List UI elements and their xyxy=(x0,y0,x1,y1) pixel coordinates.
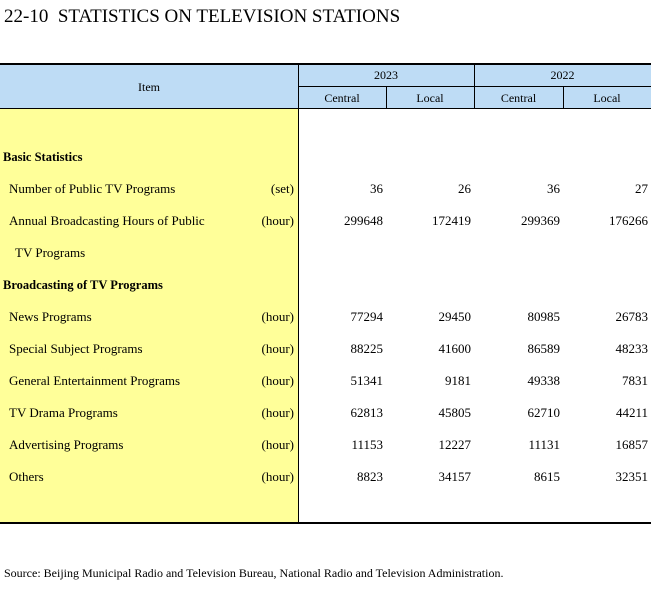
cell-value: 172419 xyxy=(432,213,471,228)
rule xyxy=(474,64,475,108)
unit: (hour) xyxy=(261,213,295,228)
item-column-bg xyxy=(0,108,298,523)
rule xyxy=(386,86,387,108)
cell-value: 299369 xyxy=(521,213,560,228)
cell-value: 29450 xyxy=(438,309,472,324)
cell-value: 7831 xyxy=(622,373,648,388)
row-label: TV Drama Programs xyxy=(9,405,118,420)
cell-value: 8823 xyxy=(357,469,383,484)
rule xyxy=(0,108,651,109)
row-label: General Entertainment Programs xyxy=(9,373,181,388)
unit: (set) xyxy=(270,181,294,196)
cell-value: 88225 xyxy=(350,341,384,356)
item-header: Item xyxy=(138,80,160,94)
row-label-continued: TV Programs xyxy=(15,245,86,260)
row-label: News Programs xyxy=(9,309,92,324)
cell-value: 36 xyxy=(547,181,560,196)
unit: (hour) xyxy=(261,373,295,388)
row-label: Number of Public TV Programs xyxy=(9,181,176,196)
cell-value: 11131 xyxy=(528,437,560,452)
subcolumn-header: Central xyxy=(500,91,537,105)
source: Source: Beijing Municipal Radio and Tele… xyxy=(4,566,504,580)
cell-value: 41600 xyxy=(438,341,472,356)
cell-value: 12227 xyxy=(438,437,472,452)
cell-value: 299648 xyxy=(344,213,383,228)
cell-value: 26783 xyxy=(615,309,649,324)
cell-value: 27 xyxy=(635,181,648,196)
row-label: Annual Broadcasting Hours of Public xyxy=(9,213,205,228)
year-header: 2023 xyxy=(374,68,398,82)
cell-value: 11153 xyxy=(351,437,383,452)
row-label: Advertising Programs xyxy=(9,437,124,452)
unit: (hour) xyxy=(261,309,295,324)
cell-value: 34157 xyxy=(438,469,472,484)
rule xyxy=(563,86,564,108)
cell-value: 44211 xyxy=(615,405,648,420)
unit: (hour) xyxy=(261,405,295,420)
cell-value: 32351 xyxy=(615,469,649,484)
cell-value: 26 xyxy=(458,181,471,196)
unit: (hour) xyxy=(261,341,295,356)
subcolumn-header: Local xyxy=(593,91,621,105)
year-header: 2022 xyxy=(550,68,575,82)
section-label: Basic Statistics xyxy=(3,150,83,164)
cell-value: 86589 xyxy=(527,341,561,356)
cell-value: 9181 xyxy=(445,373,471,388)
cell-value: 45805 xyxy=(438,405,472,420)
cell-value: 16857 xyxy=(615,437,649,452)
subcolumn-header: Central xyxy=(324,91,360,105)
subcolumn-header: Local xyxy=(416,91,444,105)
cell-value: 49338 xyxy=(527,373,561,388)
unit: (hour) xyxy=(261,437,295,452)
section-label: Broadcasting of TV Programs xyxy=(3,278,163,292)
unit: (hour) xyxy=(261,469,295,484)
title: 22-10 STATISTICS ON TELEVISION STATIONS xyxy=(4,6,401,27)
cell-value: 51341 xyxy=(350,373,384,388)
row-label: Others xyxy=(9,469,44,484)
cell-value: 48233 xyxy=(615,341,649,356)
rule xyxy=(0,522,651,524)
cell-value: 62710 xyxy=(527,405,561,420)
rule xyxy=(298,64,299,523)
rule xyxy=(0,63,651,65)
row-label: Special Subject Programs xyxy=(9,341,143,356)
cell-value: 176266 xyxy=(609,213,648,228)
cell-value: 36 xyxy=(370,181,383,196)
cell-value: 8615 xyxy=(534,469,560,484)
cell-value: 62813 xyxy=(350,405,384,420)
cell-value: 77294 xyxy=(350,309,384,324)
cell-value: 80985 xyxy=(527,309,561,324)
